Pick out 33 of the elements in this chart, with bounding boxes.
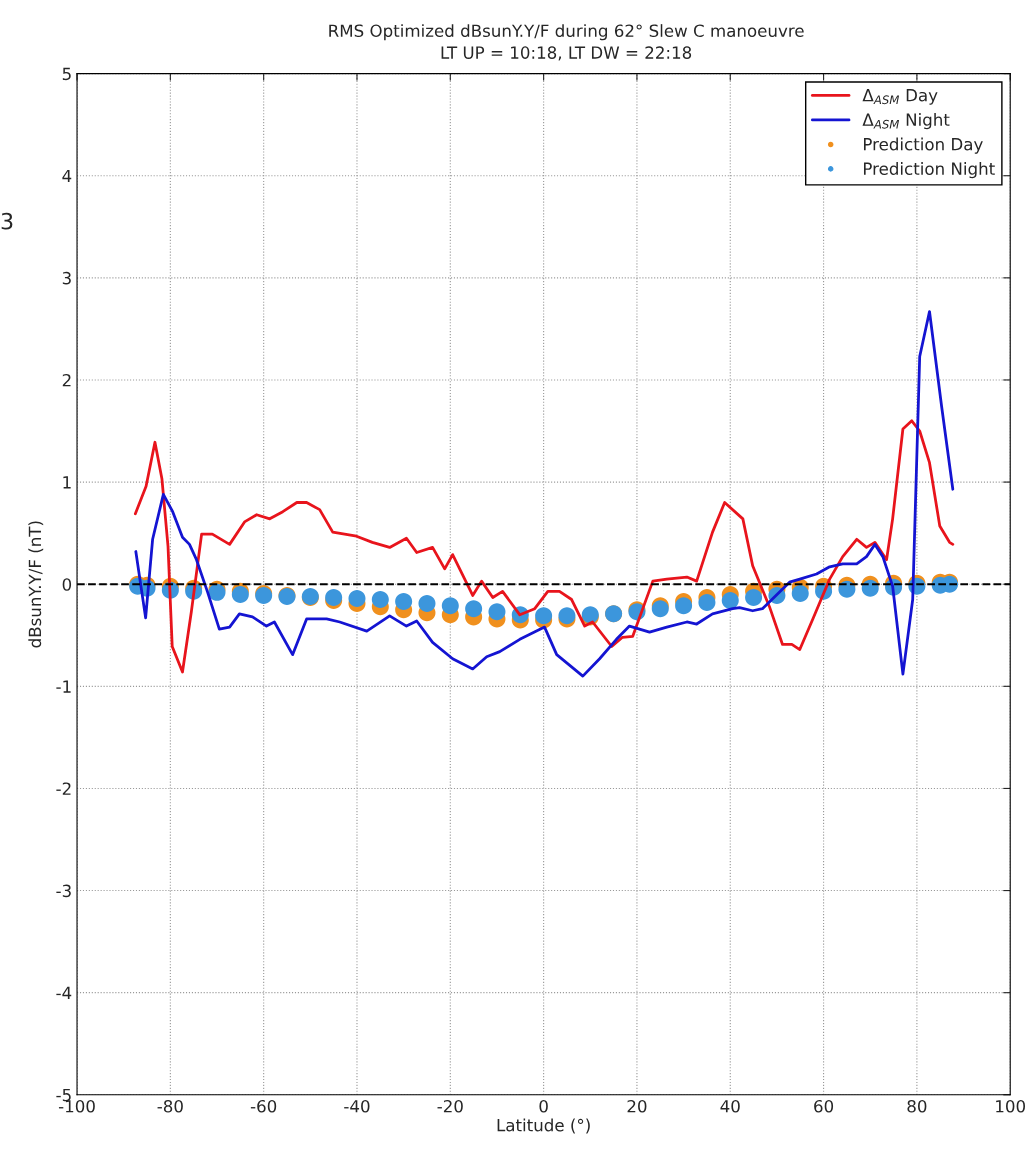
- y-tick-label: -4: [56, 986, 72, 1000]
- y-tick-label: -1: [56, 680, 71, 693]
- x-tick-label: -20: [437, 1099, 463, 1113]
- x-tick-label: 60: [814, 1099, 834, 1113]
- y-axis-title: dBsunY.Y/F (nT): [28, 521, 44, 648]
- y-tick-label: 2: [62, 373, 71, 387]
- line-series: [134, 310, 955, 678]
- y-tick-label: 5: [62, 67, 71, 81]
- y-tick-label: 0: [62, 578, 72, 591]
- legend-label: Prediction Night: [863, 162, 995, 179]
- y-tick-label: 1: [63, 476, 71, 489]
- text: 3: [1, 212, 13, 230]
- x-tick-label: 40: [720, 1099, 740, 1113]
- legend-label: Δ$_{ASM}$ Night: [862, 113, 950, 130]
- y-tick-label: -2: [56, 782, 71, 795]
- x-tick-label: -60: [250, 1099, 277, 1113]
- legend-label: Δ$_{ASM}$ Day: [862, 89, 938, 105]
- line-series: [133, 419, 955, 674]
- x-axis-title: Latitude (°): [497, 1118, 590, 1134]
- y-tick-label: 3: [62, 271, 71, 285]
- chart-subtitle: LT UP = 10:18, LT DW = 22:18: [441, 46, 692, 61]
- x-tick-label: -40: [344, 1099, 370, 1113]
- y-tick-label: -5: [56, 1088, 71, 1102]
- x-tick-label: -80: [157, 1099, 183, 1113]
- x-tick-label: 0: [539, 1099, 548, 1113]
- legend-label: Prediction Day: [863, 137, 983, 154]
- x-tick-label: 100: [996, 1099, 1026, 1113]
- y-tick-label: 4: [62, 169, 72, 183]
- chart-title: RMS Optimized dBsunY.Y/F during 62° Slew C manoeuvre: [329, 24, 804, 41]
- x-tick-label: 20: [627, 1099, 647, 1113]
- x-tick-label: 80: [907, 1099, 927, 1113]
- y-tick-label: -3: [56, 884, 71, 898]
- x-tick-label: -100: [58, 1099, 95, 1113]
